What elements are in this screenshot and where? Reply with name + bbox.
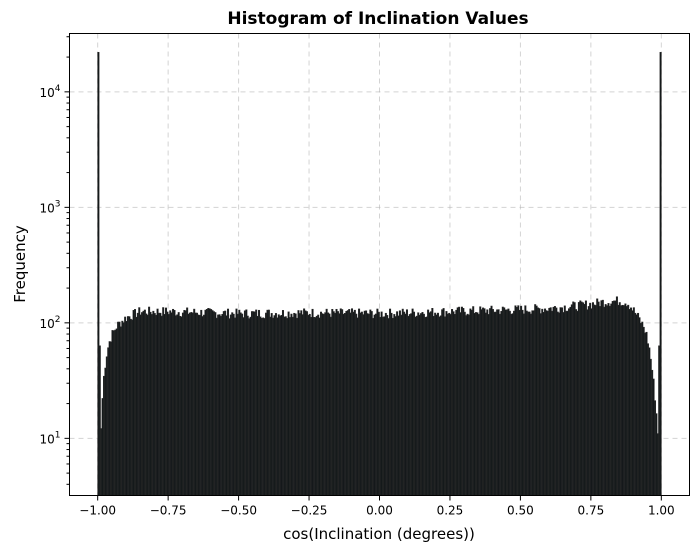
x-tick-label: 1.00 <box>648 504 675 518</box>
y-axis-ticks: 101 102 103 104 <box>39 36 70 485</box>
y-axis-label: Frequency <box>11 225 29 303</box>
x-axis-label: cos(Inclination (degrees)) <box>283 525 475 543</box>
x-tick-label: 0.00 <box>366 504 393 518</box>
y-tick-label: 102 <box>39 315 60 331</box>
x-tick-label: −1.00 <box>79 504 116 518</box>
chart-title: Histogram of Inclination Values <box>227 9 528 29</box>
histogram-bars <box>97 51 662 496</box>
x-tick-label: −0.50 <box>220 504 257 518</box>
x-tick-label: −0.25 <box>291 504 328 518</box>
y-tick-label: 101 <box>39 430 60 446</box>
histogram-bar <box>659 51 662 496</box>
x-tick-label: 0.50 <box>507 504 534 518</box>
x-axis-ticks: −1.00 −0.75 −0.50 −0.25 0.00 0.25 0.50 0.75 1.00 <box>79 495 675 518</box>
y-tick-label: 103 <box>39 199 60 215</box>
x-tick-label: 0.25 <box>437 504 464 518</box>
y-tick-label: 104 <box>39 84 60 100</box>
x-tick-label: −0.75 <box>150 504 187 518</box>
x-tick-label: 0.75 <box>578 504 605 518</box>
